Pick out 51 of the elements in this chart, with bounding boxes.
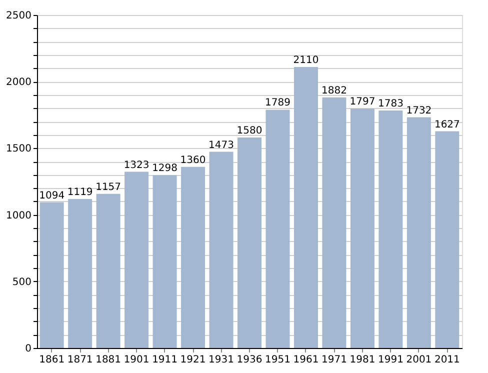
bar (238, 138, 262, 348)
x-tick-label: 1861 (39, 354, 65, 366)
bar (350, 108, 374, 348)
bar (124, 172, 149, 348)
data-label: 1298 (152, 163, 178, 174)
data-label: 1882 (321, 85, 347, 96)
x-tick-label: 1961 (293, 354, 319, 366)
bar (152, 175, 177, 348)
data-label: 1797 (350, 96, 376, 108)
bar (435, 131, 460, 348)
y-tick-label: 0 (25, 344, 32, 354)
x-tick-label: 1991 (378, 354, 404, 366)
bar (209, 152, 234, 348)
data-label: 1732 (406, 105, 432, 116)
x-tick-label: 1936 (236, 354, 262, 366)
data-label: 1789 (265, 98, 290, 109)
x-tick-label: 2011 (434, 354, 460, 366)
data-label: 1119 (67, 186, 93, 198)
data-label: 1783 (378, 98, 404, 110)
data-label: 1323 (124, 160, 150, 171)
y-tick-label: 1500 (6, 144, 32, 155)
data-label: 1580 (236, 126, 262, 137)
data-label: 1473 (208, 140, 234, 151)
y-tick-label: 2500 (6, 10, 32, 22)
y-tick-label: 2000 (6, 77, 32, 88)
data-label: 1094 (39, 190, 65, 202)
data-label: 2110 (293, 54, 319, 66)
x-tick-label: 1971 (321, 354, 347, 366)
x-tick-label: 1951 (265, 354, 290, 366)
x-tick-label: 1981 (350, 354, 376, 366)
x-tick-label: 1911 (152, 354, 178, 366)
bar (378, 110, 403, 348)
x-tick-label: 1921 (180, 354, 206, 366)
bar (40, 202, 64, 348)
x-tick-label: 1901 (124, 354, 150, 366)
data-label: 1360 (180, 154, 206, 166)
bar (68, 198, 92, 348)
y-tick-label: 500 (12, 276, 32, 288)
data-label: 1157 (96, 182, 122, 193)
y-tick-label: 1000 (6, 210, 32, 222)
bar (181, 166, 206, 348)
bar (96, 194, 120, 348)
bar (322, 97, 346, 348)
x-tick-label: 1871 (67, 354, 93, 366)
x-tick-label: 1931 (208, 354, 234, 366)
bar (294, 66, 318, 348)
bar (406, 117, 431, 348)
x-tick-label: 1881 (96, 354, 122, 366)
data-label: 1627 (434, 119, 460, 130)
x-tick-label: 2001 (406, 354, 432, 366)
bar (266, 110, 290, 348)
